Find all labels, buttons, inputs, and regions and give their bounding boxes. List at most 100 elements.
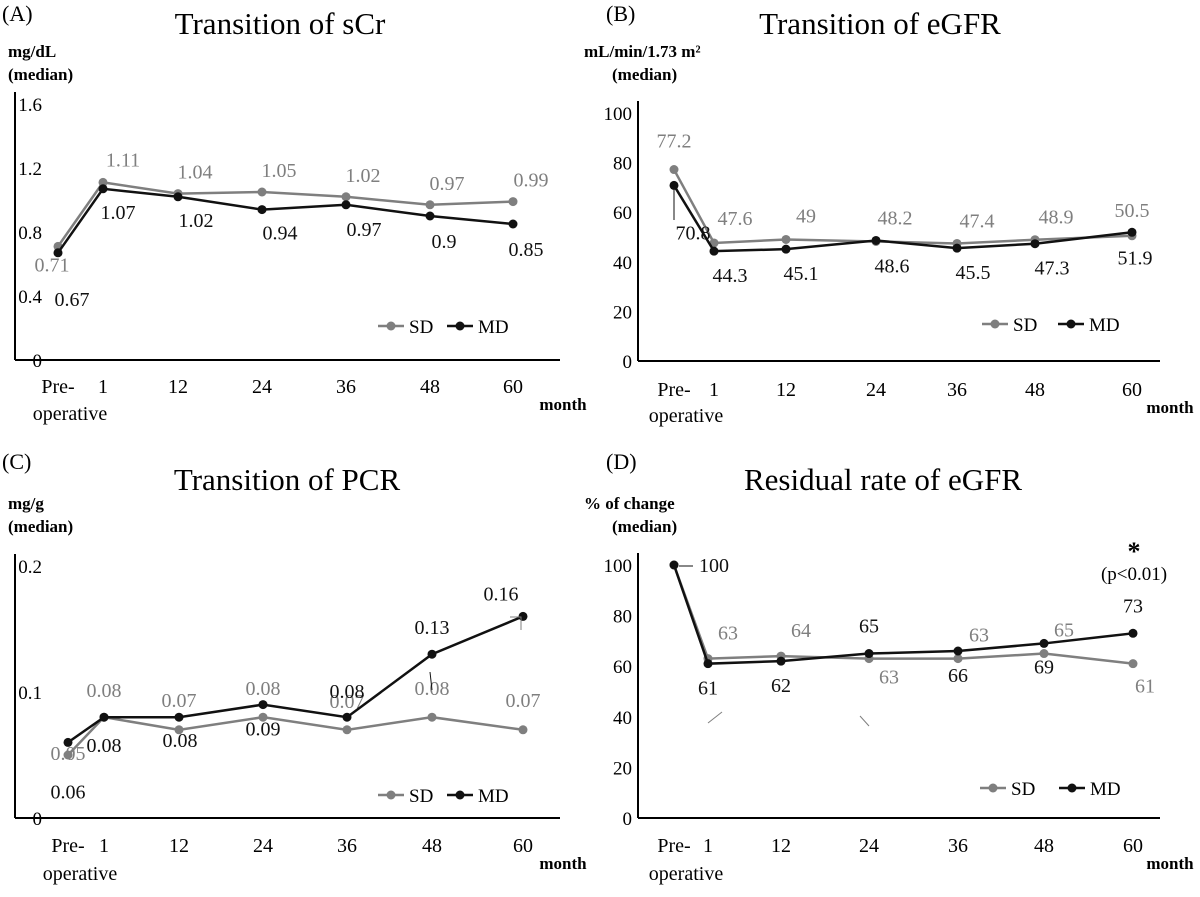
data-label-sd: 0.07 xyxy=(162,690,197,712)
panel-c-title: Transition of PCR xyxy=(174,462,401,497)
x-axis-title: month xyxy=(1146,854,1194,873)
legend-sd-marker xyxy=(386,790,396,800)
data-label-md: 47.3 xyxy=(1035,258,1070,280)
y-tick-label: 80 xyxy=(613,154,632,175)
series-sd-point xyxy=(174,725,184,735)
panel-c-legend: SD MD xyxy=(378,786,509,807)
panel-d: (D) Residual rate of eGFR % of change (m… xyxy=(584,449,1194,885)
data-label-md: 61 xyxy=(698,678,718,700)
series-md-point xyxy=(871,235,881,245)
series-md-point xyxy=(703,659,713,669)
x-tick-label: 48 xyxy=(420,376,440,398)
x-tick-label: 1 xyxy=(98,376,108,398)
data-label-sd: 77.2 xyxy=(657,131,692,153)
x-tick-label: 36 xyxy=(337,835,357,857)
x-axis-title: month xyxy=(539,395,587,414)
x-tick-label: 48 xyxy=(422,835,442,857)
data-label-md: 0.13 xyxy=(415,617,450,639)
series-md-point xyxy=(1030,239,1040,249)
data-label-md: 0.08 xyxy=(330,681,365,703)
series-md-point xyxy=(669,560,679,570)
x-tick-label: 36 xyxy=(336,376,356,398)
data-label-md: 0.67 xyxy=(55,289,90,311)
x-axis-title: month xyxy=(1146,398,1194,417)
series-md-point xyxy=(258,700,268,710)
panel-a-ylabel-unit: mg/dL xyxy=(8,42,56,61)
series-sd-line xyxy=(67,715,524,756)
data-label-md: 0.97 xyxy=(347,219,382,241)
x-tick-label: 36 xyxy=(947,379,967,401)
y-tick-label: 0.8 xyxy=(18,223,42,244)
panel-b: (B) Transition of eGFR mL/min/1.73 m² (m… xyxy=(584,1,1194,427)
x-tick-label: 36 xyxy=(948,835,968,857)
data-label-md: 0.08 xyxy=(163,730,198,752)
data-label-sd: 47.4 xyxy=(960,210,995,232)
panel-c: (C) Transition of PCR mg/g (median) 0 0.1… xyxy=(2,449,587,885)
data-label-md: 73 xyxy=(1123,595,1143,617)
series-sd-point xyxy=(1039,649,1049,659)
panel-c-letter: (C) xyxy=(2,449,31,474)
series-md-point xyxy=(173,192,183,202)
legend-md-label: MD xyxy=(1090,779,1121,800)
y-tick-label: 60 xyxy=(613,203,632,224)
series-md-point xyxy=(781,244,791,254)
data-label-md: 0.09 xyxy=(246,719,281,741)
data-label-md: 0.94 xyxy=(263,223,298,245)
y-tick-label: 1.6 xyxy=(18,95,42,116)
series-md-point xyxy=(99,712,109,722)
x-tick-label-operative: operative xyxy=(43,863,118,885)
x-tick-label: 12 xyxy=(776,379,796,401)
data-label-md: 62 xyxy=(771,675,791,697)
series-md-point xyxy=(427,649,437,659)
x-tick-label-pre: Pre- xyxy=(657,379,690,401)
y-tick-label: 40 xyxy=(613,253,632,274)
x-tick-label-pre: Pre- xyxy=(41,376,74,398)
legend-sd-marker xyxy=(988,783,998,793)
series-sd-point xyxy=(63,750,73,760)
panel-d-ylabel-median: (median) xyxy=(612,517,677,536)
series-sd-point xyxy=(257,187,267,197)
y-tick-label: 0 xyxy=(33,351,43,372)
series-md-point xyxy=(508,219,518,229)
data-label-md: 65 xyxy=(859,616,879,638)
panel-b-legend: SD MD xyxy=(982,315,1120,336)
data-label-md: 66 xyxy=(948,665,968,687)
x-tick-label: 12 xyxy=(168,376,188,398)
y-tick-label: 60 xyxy=(613,657,632,678)
y-tick-label: 0.1 xyxy=(18,683,42,704)
x-tick-label: 12 xyxy=(169,835,189,857)
series-md-point xyxy=(709,246,719,256)
series-md-point xyxy=(174,712,184,722)
leader-line xyxy=(707,711,723,724)
series-sd-point xyxy=(427,712,437,722)
series-sd-point xyxy=(781,234,791,244)
series-md-line xyxy=(672,564,1134,665)
panel-a: (A) Transition of sCr mg/dL (median) 0 0.… xyxy=(2,1,587,425)
x-tick-label: 24 xyxy=(866,379,886,401)
series-sd-point xyxy=(953,654,963,664)
legend-md-marker xyxy=(1067,783,1077,793)
x-tick-label: 1 xyxy=(703,835,713,857)
panel-c-ylabel-unit: mg/g xyxy=(8,494,44,513)
data-label-sd: 0.71 xyxy=(35,254,70,276)
data-label-sd: 0.05 xyxy=(51,743,86,765)
x-tick-label: 60 xyxy=(1122,379,1142,401)
series-md-point xyxy=(776,656,786,666)
panel-c-plot: 0 0.1 0.2 Pre-operative 1 12 24 36 48 60 month 0.05… xyxy=(14,554,587,885)
leader-line xyxy=(510,616,522,630)
data-label-sd: 1.05 xyxy=(262,160,297,182)
legend-sd-label: SD xyxy=(1013,315,1037,336)
legend-md-marker xyxy=(455,790,465,800)
data-label-sd: 47.6 xyxy=(718,208,753,230)
data-label-md: 100 xyxy=(699,555,729,577)
panel-b-ylabel-unit: mL/min/1.73 m² xyxy=(584,42,701,61)
series-md-point xyxy=(952,243,962,253)
series-sd-point xyxy=(342,725,352,735)
series-sd-point xyxy=(518,725,528,735)
data-label-sd: 0.99 xyxy=(514,170,549,192)
data-label-sd: 1.04 xyxy=(178,162,213,184)
panel-a-legend: SD MD xyxy=(378,317,509,338)
panel-d-title: Residual rate of eGFR xyxy=(744,462,1022,497)
significance-text: (p<0.01) xyxy=(1101,564,1167,585)
